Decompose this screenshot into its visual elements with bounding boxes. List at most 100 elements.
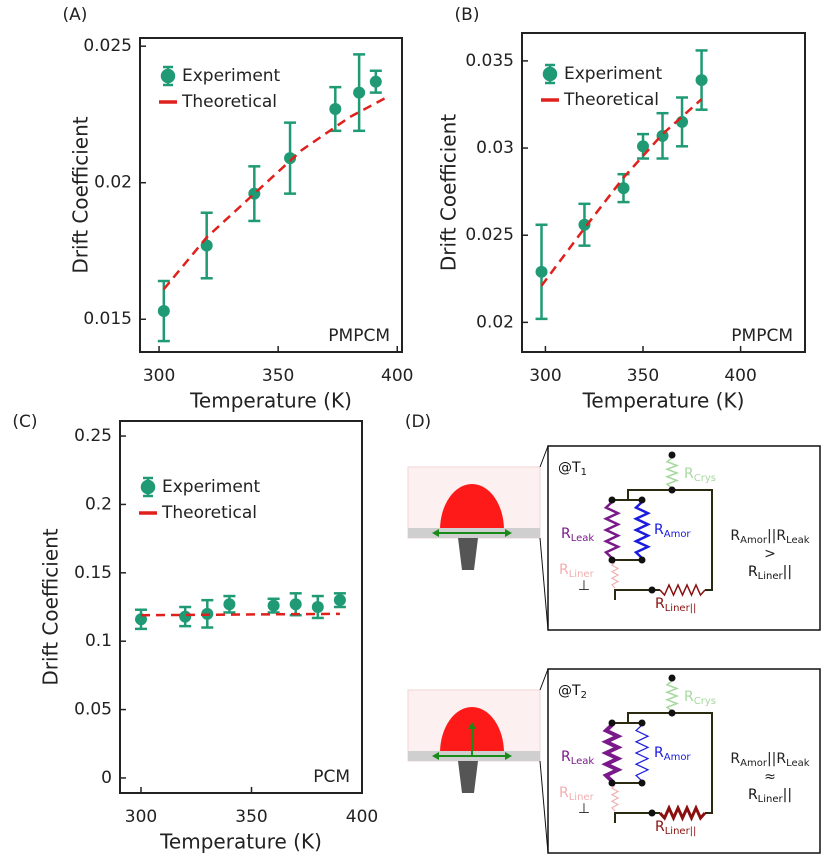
- relation-line: RLiner||: [748, 787, 792, 805]
- y-tick-label: 0.02: [94, 173, 132, 193]
- label-after: ||: [783, 564, 792, 580]
- circuit-box: [547, 445, 821, 631]
- x-tick-label: 400: [724, 366, 756, 386]
- label-main: R: [559, 785, 569, 801]
- node: [668, 674, 676, 682]
- legend-label: Theoretical: [181, 92, 277, 112]
- node: [608, 719, 616, 727]
- panel-label: (D): [405, 412, 431, 432]
- label-sub: Liner: [758, 794, 784, 805]
- y-tick-label: 0.03: [476, 138, 514, 158]
- undefined: RLiner: [559, 562, 595, 580]
- theory-line: [540, 98, 703, 287]
- node: [638, 556, 646, 564]
- y-tick-label: 0.15: [74, 563, 112, 583]
- label-sub: Amor: [740, 758, 768, 769]
- x-tick-label: 350: [235, 807, 267, 827]
- label-main: @T: [558, 460, 581, 476]
- legend-label: Theoretical: [161, 503, 257, 523]
- x-tick-label: 350: [262, 366, 294, 386]
- callout-line: [539, 445, 549, 468]
- undefined: RAmor: [654, 522, 691, 540]
- label-below: ⊥: [578, 578, 590, 594]
- wire: [627, 489, 713, 591]
- y-tick-label: 0.035: [465, 51, 514, 71]
- y-axis-label: Drift Coefficient: [69, 116, 93, 273]
- label-main: R: [730, 528, 740, 544]
- node: [608, 496, 616, 504]
- y-tick-label: 0.025: [465, 225, 514, 245]
- x-tick-label: 400: [346, 807, 378, 827]
- label-sub: Crys: [694, 696, 716, 707]
- marker: [179, 610, 192, 623]
- label-sub: Amor: [664, 752, 692, 763]
- label-main: R: [559, 562, 569, 578]
- label-main: R: [748, 564, 758, 580]
- label-main: @T: [558, 683, 581, 699]
- marker: [267, 599, 280, 612]
- x-axis-label: Temperature (K): [582, 389, 745, 413]
- y-tick-label: 0.1: [85, 631, 112, 651]
- marker: [333, 594, 346, 607]
- circuit-box: [547, 668, 821, 854]
- x-tick-label: 300: [125, 807, 157, 827]
- node: [668, 451, 676, 459]
- relation-line: RAmor||RLeak: [730, 528, 809, 546]
- label-sub: Liner||: [665, 826, 697, 837]
- theory-line: [140, 612, 340, 617]
- callout-line: [539, 668, 549, 691]
- undefined: RLiner: [559, 785, 595, 803]
- label-main: R: [561, 526, 571, 542]
- legend-dot: [160, 68, 176, 84]
- callout-line: [539, 760, 549, 854]
- relation-op: ≈: [764, 769, 776, 785]
- label-after: ||: [783, 787, 792, 803]
- undefined: RCrys: [684, 689, 716, 707]
- legend-dot: [140, 479, 156, 495]
- annotation: PCM: [313, 767, 350, 787]
- panel-label: (B): [455, 5, 480, 25]
- marker: [617, 182, 630, 195]
- label-sub: Leak: [571, 756, 595, 767]
- undefined: RLeak: [561, 526, 594, 544]
- legend-marker: [160, 65, 176, 87]
- marker: [223, 598, 236, 611]
- callout-line: [539, 537, 549, 631]
- resistor: [634, 724, 650, 782]
- marker: [329, 102, 342, 115]
- y-tick-label: 0.2: [85, 494, 112, 514]
- marker: [369, 75, 382, 88]
- marker: [535, 265, 548, 278]
- y-axis-label: Drift Coefficient: [39, 528, 63, 685]
- node: [648, 809, 656, 817]
- marker: [637, 140, 650, 153]
- label-main: ||R: [767, 751, 786, 767]
- label-sub: Liner: [569, 792, 595, 803]
- label-sub: 1: [581, 467, 587, 478]
- label-main: R: [748, 787, 758, 803]
- marker: [284, 152, 297, 165]
- y-tick-label: 0.015: [83, 309, 132, 329]
- undefined: RLiner||: [655, 596, 696, 614]
- resistor: [601, 723, 623, 783]
- marker: [289, 598, 302, 611]
- legend-label: Experiment: [182, 66, 281, 86]
- label-main: R: [684, 466, 694, 482]
- marker: [353, 86, 366, 99]
- resistor: [658, 804, 707, 822]
- label-sub: Amor: [664, 529, 692, 540]
- label-main: R: [655, 819, 665, 835]
- undefined: RCrys: [684, 466, 716, 484]
- plot-frame: [139, 37, 403, 353]
- y-axis-label: Drift Coefficient: [437, 114, 461, 271]
- theory-line: [162, 96, 386, 290]
- annotation: PMPCM: [731, 326, 793, 346]
- node: [668, 486, 676, 494]
- undefined: @T1: [558, 460, 587, 478]
- node: [648, 586, 656, 594]
- label-sub: Leak: [571, 533, 595, 544]
- label-main: R: [654, 522, 664, 538]
- undefined: RAmor: [654, 745, 691, 763]
- undefined: RLeak: [561, 749, 594, 767]
- relation-op: >: [764, 546, 776, 562]
